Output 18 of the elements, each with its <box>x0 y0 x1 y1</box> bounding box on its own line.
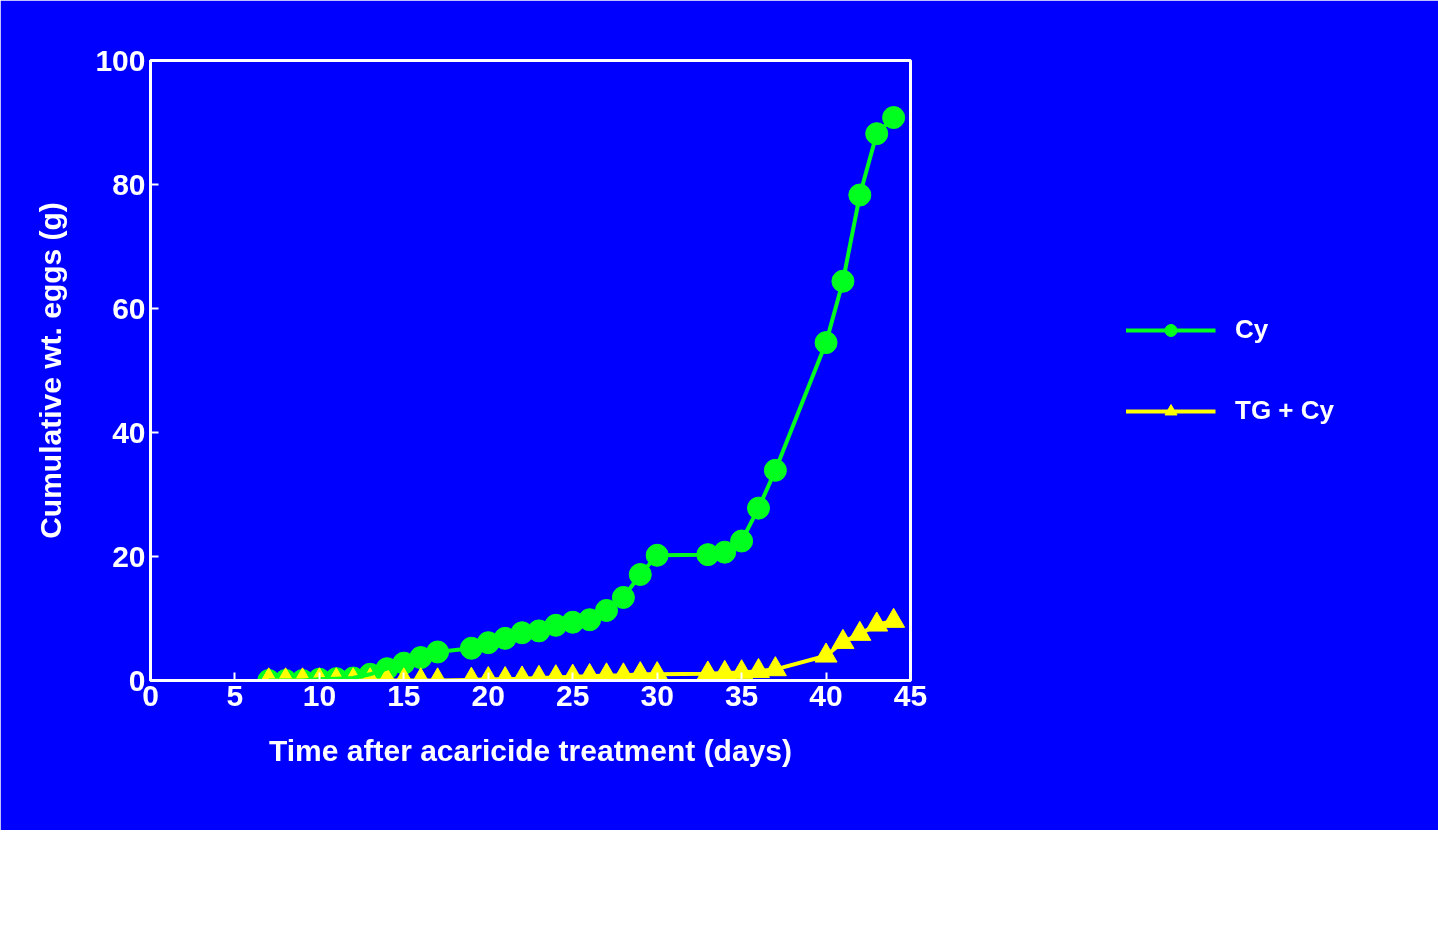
y-tick-label: 100 <box>95 43 146 77</box>
legend-label: Cy <box>1235 314 1269 345</box>
x-tick-label: 25 <box>556 678 590 712</box>
x-tick-label: 35 <box>724 678 759 712</box>
legend-label: TG + Cy <box>1235 395 1334 426</box>
x-tick-label: 15 <box>387 678 421 712</box>
x-tick-label: 20 <box>471 678 505 712</box>
x-tick-label: 30 <box>640 678 674 712</box>
x-tick-label: 10 <box>302 678 337 712</box>
x-tick-label: 45 <box>893 678 928 712</box>
x-tick-label: 5 <box>226 678 244 712</box>
y-tick-label: 20 <box>112 539 146 573</box>
x-axis-title: Time after acaricide treatment (days) <box>269 733 792 767</box>
y-tick-label: 40 <box>112 415 146 449</box>
y-tick-label: 80 <box>112 167 146 201</box>
x-tick-label: 40 <box>809 678 843 712</box>
y-axis-title: Cumulative wt. eggs (g) <box>34 202 68 539</box>
y-tick-label: 60 <box>112 291 146 325</box>
